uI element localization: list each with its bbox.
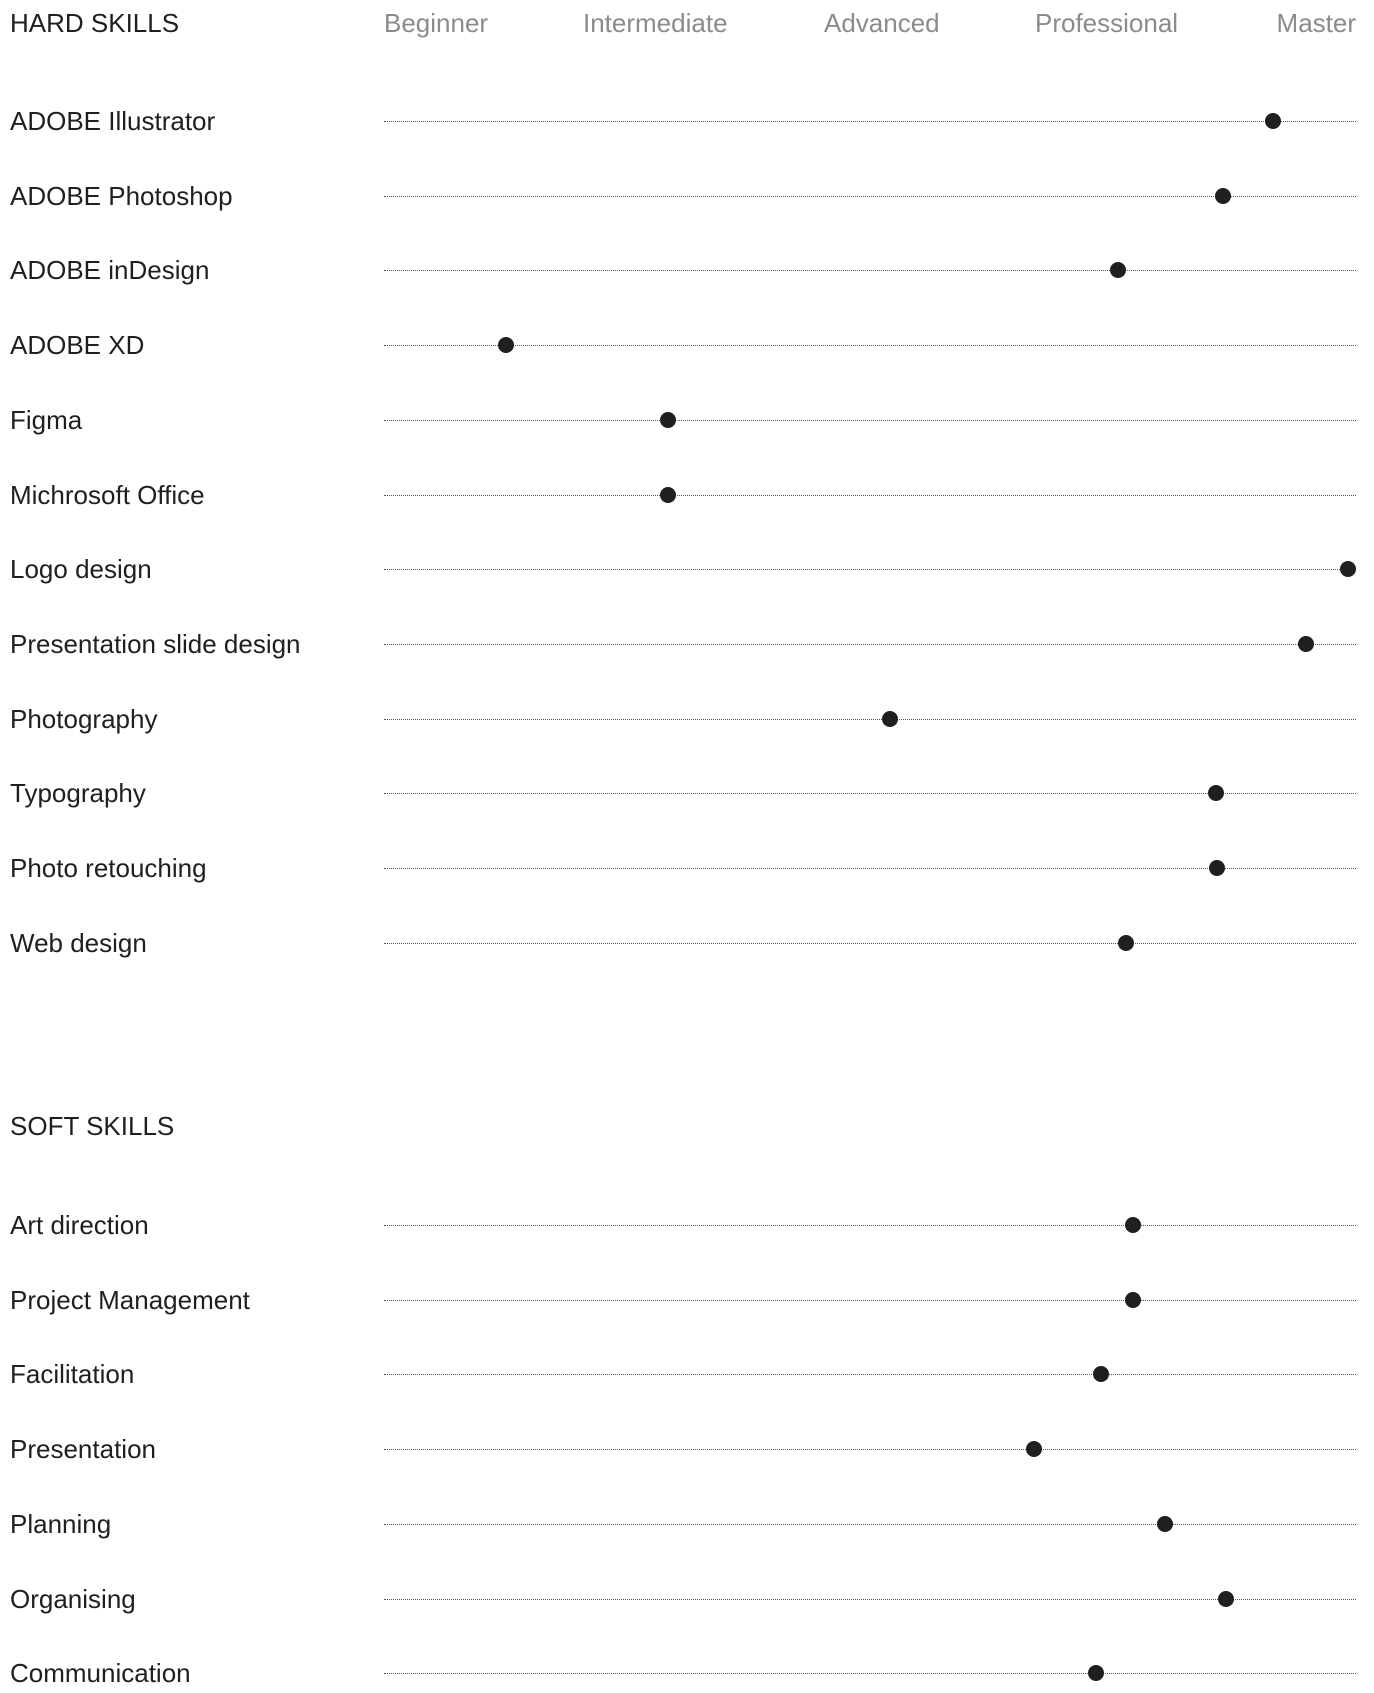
skill-track	[384, 1673, 1356, 1675]
skill-label: Typography	[10, 778, 146, 809]
skill-track	[384, 195, 1356, 197]
skill-row: ADOBE XD	[0, 325, 1374, 365]
skill-level-dot	[1340, 561, 1357, 578]
skill-label: Organising	[10, 1583, 136, 1614]
skill-label: Facilitation	[10, 1359, 135, 1390]
skill-level-dot	[1157, 1515, 1174, 1532]
skill-level-dot	[1109, 262, 1126, 279]
skill-level-dot	[1209, 860, 1225, 876]
skill-label: ADOBE inDesign	[10, 255, 210, 286]
skill-label: Web design	[10, 927, 147, 958]
skill-level-dot	[1117, 934, 1134, 951]
skill-track	[384, 643, 1356, 645]
skill-label: Project Management	[10, 1284, 250, 1315]
skill-track	[384, 270, 1356, 272]
skill-track	[384, 793, 1356, 795]
skill-row: Logo design	[0, 549, 1374, 589]
skill-level-dot	[882, 710, 899, 727]
skill-track	[384, 942, 1356, 944]
skill-row: Figma	[0, 400, 1374, 440]
skill-track	[384, 494, 1356, 496]
skill-row: Michrosoft Office	[0, 475, 1374, 515]
skill-row: Web design	[0, 923, 1374, 963]
skill-level-dot	[1217, 1590, 1234, 1607]
skill-label: Planning	[10, 1508, 112, 1539]
skill-track	[384, 1598, 1356, 1600]
skill-row: Photography	[0, 699, 1374, 739]
skill-row: ADOBE Illustrator	[0, 101, 1374, 141]
skill-row: Communication	[0, 1653, 1374, 1693]
skill-label: Figma	[10, 404, 83, 435]
skill-track	[384, 718, 1356, 720]
skill-level-dot	[1265, 113, 1282, 129]
skill-level-dot	[1093, 1366, 1110, 1383]
skill-track	[384, 1225, 1356, 1226]
skill-track	[384, 1449, 1356, 1451]
level-label-professional: Professional	[1035, 8, 1179, 38]
skill-track	[384, 569, 1356, 571]
skill-row: Typography	[0, 773, 1374, 813]
level-label-advanced: Advanced	[824, 8, 940, 38]
level-label-master: Master	[1276, 8, 1356, 38]
skill-row: ADOBE Photoshop	[0, 176, 1374, 216]
skill-label: ADOBE Illustrator	[10, 106, 216, 136]
skill-track	[384, 1523, 1356, 1525]
skill-level-dot	[659, 486, 676, 503]
skill-label: Communication	[10, 1658, 191, 1689]
skill-row: Project Management	[0, 1280, 1374, 1320]
skill-label: Art direction	[10, 1210, 149, 1240]
skill-row: Photo retouching	[0, 848, 1374, 888]
soft-skills-title: SOFT SKILLS	[10, 1111, 175, 1141]
skill-level-dot	[1298, 635, 1315, 652]
skill-row: Facilitation	[0, 1354, 1374, 1394]
skill-row: Art direction	[0, 1205, 1374, 1245]
skill-row: Presentation	[0, 1429, 1374, 1469]
skill-track	[384, 419, 1356, 421]
skill-row: ADOBE inDesign	[0, 250, 1374, 290]
skill-label: ADOBE XD	[10, 330, 145, 361]
skill-level-dot	[497, 337, 514, 354]
skill-level-dot	[1026, 1441, 1043, 1458]
skill-row: Planning	[0, 1504, 1374, 1544]
skill-label: Logo design	[10, 554, 152, 585]
skill-track	[384, 121, 1356, 122]
skill-track	[384, 868, 1356, 869]
skill-level-dot	[1125, 1291, 1142, 1308]
skill-row: Organising	[0, 1579, 1374, 1619]
skill-level-dot	[1208, 785, 1225, 802]
skill-track	[384, 1374, 1356, 1376]
hard-skills-title: HARD SKILLS	[10, 8, 180, 38]
skill-label: Photo retouching	[10, 853, 207, 883]
skill-label: ADOBE Photoshop	[10, 180, 233, 211]
level-header: HARD SKILLS Beginner Intermediate Advanc…	[0, 0, 1374, 44]
level-label-beginner: Beginner	[384, 8, 489, 38]
skill-label: Michrosoft Office	[10, 479, 205, 510]
skill-level-dot	[1087, 1665, 1104, 1682]
skill-track	[384, 1299, 1356, 1301]
skill-level-dot	[1125, 1217, 1142, 1233]
skill-label: Photography	[10, 703, 158, 734]
skill-track	[384, 345, 1356, 347]
level-label-intermediate: Intermediate	[583, 8, 728, 38]
skill-label: Presentation slide design	[10, 628, 301, 659]
skill-label: Presentation	[10, 1434, 156, 1465]
skill-level-dot	[659, 411, 676, 428]
skill-level-dot	[1214, 187, 1231, 204]
skill-row: Presentation slide design	[0, 624, 1374, 664]
